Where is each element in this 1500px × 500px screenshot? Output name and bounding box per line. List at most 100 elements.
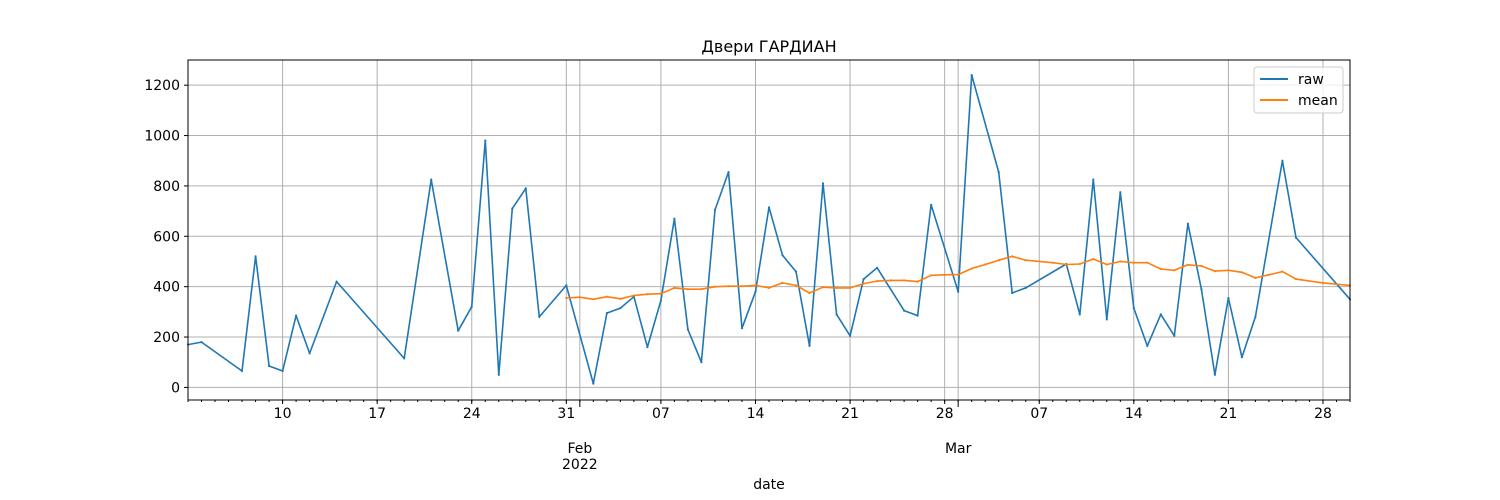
- data-point-raw: [1240, 356, 1243, 359]
- y-tick-label: 800: [153, 179, 180, 195]
- data-point-mean: [659, 292, 663, 295]
- data-point-raw: [1173, 334, 1176, 337]
- data-point-mean: [619, 297, 622, 300]
- data-point-mean: [943, 273, 946, 276]
- data-point-raw: [686, 328, 690, 331]
- data-point-raw: [700, 361, 703, 364]
- data-point-mean: [970, 267, 973, 270]
- data-point-mean: [1200, 264, 1203, 268]
- data-point-mean: [713, 285, 717, 288]
- data-point-raw: [876, 266, 879, 269]
- data-point-raw: [727, 171, 730, 174]
- data-point-raw: [240, 369, 244, 373]
- data-point-mean: [1213, 270, 1216, 273]
- data-point-raw: [1281, 159, 1284, 162]
- data-point-raw: [930, 203, 933, 206]
- x-tick-label: 28: [1314, 406, 1332, 422]
- x-year-label: 2022: [562, 457, 598, 473]
- x-tick-label: 21: [1219, 406, 1237, 422]
- x-tick-label: 07: [652, 406, 670, 422]
- data-point-mean: [1281, 270, 1284, 273]
- data-point-raw: [970, 74, 973, 77]
- data-point-raw: [295, 314, 298, 317]
- y-tick-label: 600: [153, 229, 180, 245]
- data-point-mean: [1186, 263, 1189, 266]
- y-axis: 0 200 400 600 800 1000 1200: [144, 78, 188, 396]
- data-point-raw: [254, 255, 257, 258]
- data-point-raw: [659, 299, 663, 302]
- series-layer: [186, 74, 1352, 385]
- data-point-mean: [903, 279, 906, 282]
- data-point-raw: [835, 313, 838, 316]
- data-point-raw: [767, 206, 771, 209]
- data-point-raw: [497, 373, 500, 376]
- data-point-mean: [1227, 269, 1230, 272]
- x-tick-label: 28: [936, 406, 954, 422]
- data-point-mean: [1051, 261, 1054, 264]
- data-point-mean: [1254, 276, 1257, 279]
- data-point-raw: [781, 254, 784, 257]
- data-point-mean: [632, 294, 636, 297]
- data-point-raw: [308, 352, 311, 355]
- data-point-raw: [592, 382, 595, 385]
- x-tick-label: 21: [841, 406, 859, 422]
- x-tick-label: 17: [368, 406, 386, 422]
- data-point-raw: [457, 329, 460, 332]
- data-point-mean: [889, 279, 892, 282]
- data-point-raw: [646, 346, 649, 349]
- chart-title: Двери ГАРДИАН: [701, 37, 836, 56]
- data-point-mean: [1132, 261, 1135, 264]
- data-point-mean: [862, 282, 865, 285]
- data-point-mean: [1092, 257, 1095, 261]
- x-tick-label: 31: [557, 406, 575, 422]
- y-tick-label: 200: [153, 330, 180, 346]
- data-point-raw: [484, 139, 487, 142]
- data-point-mean: [1146, 261, 1149, 264]
- data-point-raw: [281, 369, 284, 373]
- data-point-raw: [794, 270, 798, 273]
- data-point-raw: [1159, 313, 1162, 316]
- data-point-raw: [957, 290, 960, 293]
- data-point-raw: [430, 178, 433, 181]
- legend-label-raw: raw: [1298, 72, 1324, 88]
- data-point-mean: [835, 286, 838, 289]
- data-point-mean: [1159, 267, 1162, 271]
- data-point-raw: [565, 284, 568, 287]
- data-point-mean: [1105, 263, 1108, 266]
- data-point-raw: [713, 208, 717, 211]
- data-point-raw: [808, 344, 811, 347]
- legend-label-mean: mean: [1298, 93, 1338, 109]
- data-point-mean: [1321, 281, 1325, 284]
- data-point-raw: [470, 305, 473, 308]
- data-point-raw: [511, 207, 514, 210]
- data-point-mean: [997, 259, 1000, 262]
- data-point-raw: [619, 307, 622, 310]
- data-point-raw: [268, 364, 271, 368]
- data-point-raw: [740, 327, 744, 330]
- data-point-mean: [646, 293, 649, 296]
- y-tick-label: 400: [153, 280, 180, 296]
- data-point-raw: [1186, 222, 1189, 225]
- data-point-mean: [1294, 278, 1298, 281]
- data-point-mean: [727, 285, 730, 288]
- data-point-raw: [673, 217, 676, 220]
- data-point-mean: [700, 288, 703, 291]
- plot-area: [188, 60, 1350, 400]
- data-point-raw: [1105, 318, 1108, 321]
- x-month-label: Mar: [945, 441, 972, 457]
- data-point-mean: [876, 280, 879, 283]
- data-point-mean: [1078, 262, 1081, 266]
- data-point-raw: [1024, 286, 1027, 289]
- data-point-raw: [1227, 296, 1230, 300]
- data-point-mean: [1240, 271, 1243, 274]
- data-point-raw: [903, 309, 906, 312]
- y-tick-label: 1200: [144, 78, 180, 94]
- data-point-raw: [1146, 344, 1149, 347]
- series-line-mean: [565, 255, 1351, 301]
- data-point-mean: [794, 284, 798, 287]
- data-point-mean: [808, 291, 811, 295]
- data-point-raw: [1294, 236, 1298, 239]
- data-point-mean: [1011, 255, 1014, 258]
